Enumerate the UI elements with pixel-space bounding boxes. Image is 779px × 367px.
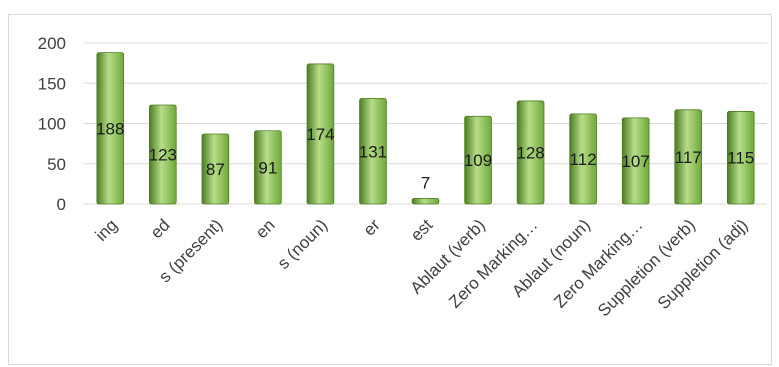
y-tick-label: 100 — [38, 115, 66, 134]
bar — [254, 130, 282, 205]
data-label: 115 — [727, 149, 754, 168]
data-label: 91 — [258, 158, 277, 177]
data-label: 117 — [675, 148, 702, 167]
bars — [96, 52, 755, 205]
bar — [201, 133, 230, 205]
x-category-label: er — [360, 215, 384, 239]
bar — [674, 109, 702, 205]
bar — [464, 115, 492, 205]
data-label: 87 — [206, 160, 225, 179]
x-category-label: Zero Marking… — [445, 215, 541, 311]
y-axis-tick-labels: 0 50 100 150 200 — [38, 34, 66, 214]
y-tick-label: 0 — [57, 195, 66, 214]
bar — [149, 104, 177, 205]
bar — [726, 111, 755, 205]
x-category-label: Zero Marking… — [550, 215, 646, 311]
data-label: 174 — [306, 125, 334, 144]
data-label: 112 — [570, 150, 597, 169]
x-category-label: s (noun) — [274, 215, 332, 273]
bar — [96, 52, 125, 205]
data-labels: 188 123 87 91 174 131 7 109 128 112 107 117 115 — [96, 119, 754, 192]
x-category-label: ed — [147, 215, 174, 242]
grid-lines — [84, 42, 767, 205]
data-label: 109 — [464, 151, 492, 170]
y-tick-label: 200 — [38, 34, 66, 53]
x-category-label: Suppletion (verb) — [594, 215, 699, 320]
x-category-label: en — [252, 215, 279, 242]
x-category-label: est — [407, 215, 437, 245]
data-label: 7 — [421, 173, 430, 192]
y-tick-label: 150 — [38, 74, 66, 93]
bar — [359, 98, 387, 205]
bar — [516, 100, 545, 205]
bar — [306, 63, 335, 205]
bar — [569, 113, 597, 205]
data-label: 123 — [149, 145, 177, 164]
y-tick-label: 50 — [47, 155, 66, 174]
bar — [411, 197, 440, 205]
data-label: 131 — [359, 142, 387, 161]
data-label: 107 — [621, 152, 649, 171]
x-category-label: Suppletion (adj) — [654, 215, 752, 313]
data-label: 188 — [96, 119, 124, 138]
data-label: 128 — [516, 143, 544, 162]
bar — [621, 117, 650, 205]
x-category-label: ing — [92, 215, 121, 244]
